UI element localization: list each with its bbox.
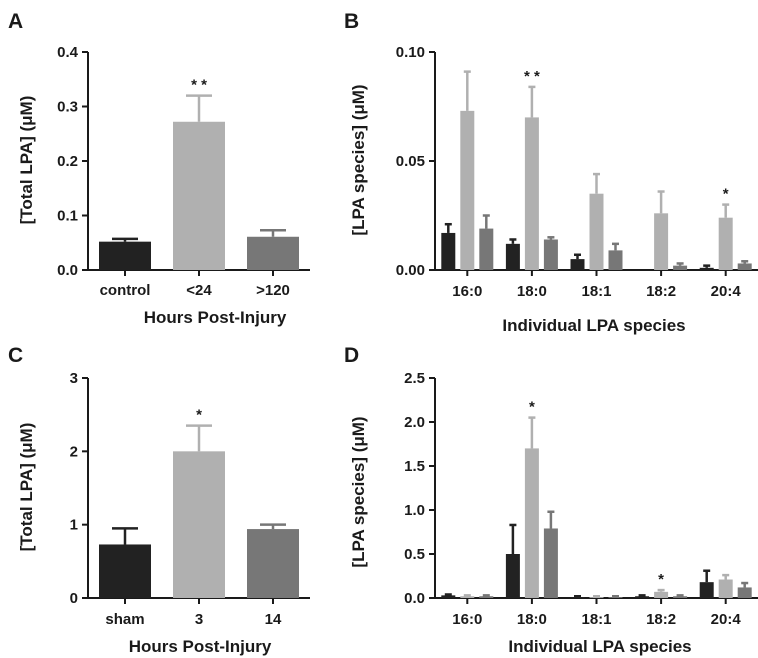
panel-b-series-2-bar (589, 193, 604, 270)
panel-b-series-3-bar (479, 228, 494, 270)
panel-d-series-2-bar (524, 448, 539, 598)
panel-b-series-3-bar (543, 239, 558, 270)
panel-b-series-2-significance: * * (524, 68, 540, 85)
panel-d-series-3-bar (737, 587, 752, 598)
panel-d-series-2-bar (718, 579, 733, 598)
panel-c-y-axis-title: [Total LPA] (μM) (17, 423, 36, 552)
panel-b-series-2-bar (524, 117, 539, 271)
panel-b-series-3-bar (608, 250, 623, 270)
panel-a-x-tick-label: control (100, 282, 151, 299)
panel-a-y-tick-label: 0.4 (57, 44, 79, 61)
panel-d-x-tick-label: 20:4 (711, 611, 742, 628)
panel-b-y-axis-title: [LPA species] (μM) (349, 84, 368, 235)
panel-d-series-2-bar (654, 591, 669, 598)
panel-b-x-tick-label: 20:4 (711, 283, 742, 300)
panel-a-y-tick-label: 0.0 (57, 262, 78, 279)
panel-d-series-1-bar (635, 596, 650, 598)
panel-b-series-1-bar (699, 267, 714, 270)
panel-c-y-tick-label: 3 (70, 370, 78, 387)
panel-d: D 0.0 0.5 1.0 1.5 2.0 2.5 16:0 18:0 * 18:1 18:2 * 20… (344, 344, 758, 656)
panel-b-y-tick-label: 0.05 (396, 153, 425, 170)
panel-d-series-1-bar (441, 595, 456, 598)
panel-b-series-3-bar (673, 265, 688, 270)
panel-d-series-3-bar (479, 596, 494, 598)
panel-letter-b: B (344, 10, 359, 33)
panel-d-plot: 0.0 0.5 1.0 1.5 2.0 2.5 16:0 18:0 * 18:1 18:2 * 20:4 (404, 370, 758, 628)
panel-d-series-3-bar (608, 597, 623, 598)
panel-d-y-axis-title: [LPA species] (μM) (349, 416, 368, 567)
panel-d-series-1-bar (699, 582, 714, 598)
panel-b-series-1-bar (570, 259, 585, 270)
panel-a-y-axis-title: [Total LPA] (μM) (17, 96, 36, 225)
panel-a-significance: * * (191, 77, 207, 94)
panel-c-significance: * (196, 407, 202, 424)
panel-letter-d: D (344, 344, 359, 367)
panel-c-bar (173, 451, 225, 598)
panel-c-bar (99, 544, 151, 598)
panel-d-y-tick-label: 1.0 (404, 502, 425, 519)
panel-b-series-2-bar (718, 217, 733, 270)
panel-d-series-3-bar (673, 596, 688, 598)
panel-d-y-tick-label: 1.5 (404, 458, 425, 475)
panel-letter-c: C (8, 344, 23, 367)
panel-b-y-tick-label: 0.00 (396, 262, 425, 279)
panel-d-x-tick-label: 16:0 (452, 611, 482, 628)
panel-c-bar (247, 529, 299, 598)
panel-b-series-1-bar (505, 243, 520, 270)
panel-a-y-tick-label: 0.3 (57, 99, 78, 116)
panel-b-series-1-bar (441, 232, 456, 270)
panel-b-x-tick-label: 18:0 (517, 283, 547, 300)
panel-c-x-tick-label: 3 (195, 611, 203, 628)
panel-d-y-tick-label: 2.5 (404, 370, 425, 387)
panel-d-series-3-bar (543, 528, 558, 598)
panel-b-x-tick-label: 18:2 (646, 283, 676, 300)
panel-c-y-tick-label: 2 (70, 443, 78, 460)
panel-d-series-2-significance: * (658, 571, 664, 588)
panel-c-y-tick-label: 0 (70, 590, 78, 607)
panel-c-y-tick-label: 1 (70, 517, 78, 534)
panel-a-bar (173, 121, 225, 270)
panel-a-x-tick-label: >120 (256, 282, 290, 299)
panel-a: A 0.0 0.1 0.2 0.3 0.4 control <24 * * >120 [Tota… (8, 10, 310, 327)
panel-d-x-tick-label: 18:0 (517, 611, 547, 628)
panel-d-y-tick-label: 0.5 (404, 546, 425, 563)
panel-b-plot: 0.00 0.05 0.10 16:0 18:0 * * 18:1 18:2 20:4 * (396, 44, 758, 300)
panel-b-x-tick-label: 18:1 (581, 283, 611, 300)
panel-letter-a: A (8, 10, 23, 33)
panel-b-series-2-bar (654, 213, 669, 270)
panel-c-plot: 0 1 2 3 sham 3 * 14 (70, 370, 310, 628)
panel-d-y-tick-label: 0.0 (404, 590, 425, 607)
panel-d-y-tick-label: 2.0 (404, 414, 425, 431)
panel-a-bar (247, 236, 299, 270)
panel-d-series-1-bar (505, 554, 520, 598)
panel-b-y-tick-label: 0.10 (396, 44, 425, 61)
panel-b: B 0.00 0.05 0.10 16:0 18:0 * * 18:1 18:2 20:4 * [… (344, 10, 758, 335)
panel-a-bar (99, 241, 151, 270)
panel-d-x-tick-label: 18:1 (581, 611, 611, 628)
panel-c-x-tick-label: sham (105, 611, 144, 628)
panel-c-x-tick-label: 14 (265, 611, 282, 628)
panel-c: C 0 1 2 3 sham 3 * 14 [Total LPA] (μM) Hours Po… (8, 344, 310, 656)
panel-a-plot: 0.0 0.1 0.2 0.3 0.4 control <24 * * >120 (57, 44, 310, 299)
panel-a-x-tick-label: <24 (186, 282, 212, 299)
panel-a-y-tick-label: 0.1 (57, 208, 78, 225)
panel-b-x-axis-title: Individual LPA species (502, 316, 685, 335)
panel-d-series-2-bar (589, 597, 604, 598)
panel-d-series-2-bar (460, 596, 475, 598)
panel-d-series-2-significance: * (529, 399, 535, 416)
panel-b-series-2-significance: * (723, 186, 729, 203)
panel-d-series-1-bar (570, 597, 585, 598)
panel-b-series-3-bar (737, 263, 752, 270)
panel-d-x-axis-title: Individual LPA species (508, 637, 691, 656)
panel-b-x-tick-label: 16:0 (452, 283, 482, 300)
panel-c-x-axis-title: Hours Post-Injury (129, 637, 272, 656)
panel-b-series-2-bar (460, 110, 475, 270)
panel-a-x-axis-title: Hours Post-Injury (144, 308, 287, 327)
panel-a-y-tick-label: 0.2 (57, 153, 78, 170)
panel-d-x-tick-label: 18:2 (646, 611, 676, 628)
